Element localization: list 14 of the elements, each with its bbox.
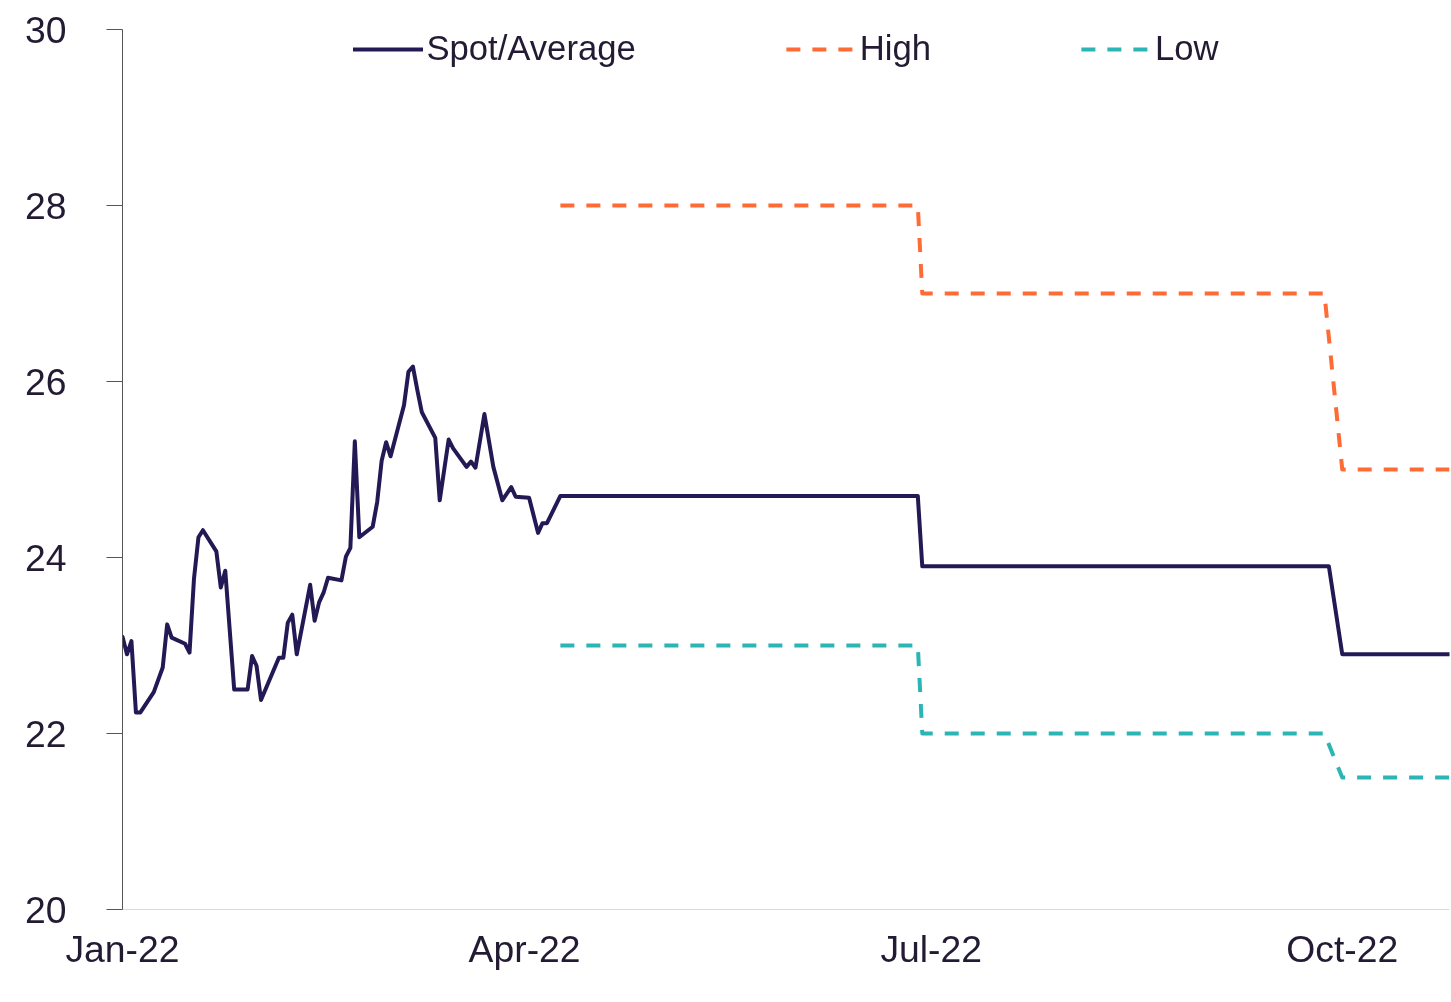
y-tick-label: 26: [24, 360, 67, 403]
y-tick-label: 24: [24, 536, 67, 579]
y-tick-label: 22: [24, 712, 67, 755]
y-tick-label: 28: [24, 184, 67, 227]
x-tick-label: Jan-22: [65, 927, 180, 970]
legend-label: High: [859, 29, 932, 68]
x-tick-label: Jul-22: [880, 927, 983, 970]
x-tick-label: Oct-22: [1286, 927, 1399, 970]
line-series: [122, 364, 1450, 715]
legend-label: Spot/Average: [426, 29, 636, 68]
y-tick-label: 30: [24, 8, 67, 51]
legend-label: Low: [1155, 29, 1219, 68]
x-tick-label: Apr-22: [468, 927, 581, 970]
y-tick-label: 20: [24, 888, 67, 931]
